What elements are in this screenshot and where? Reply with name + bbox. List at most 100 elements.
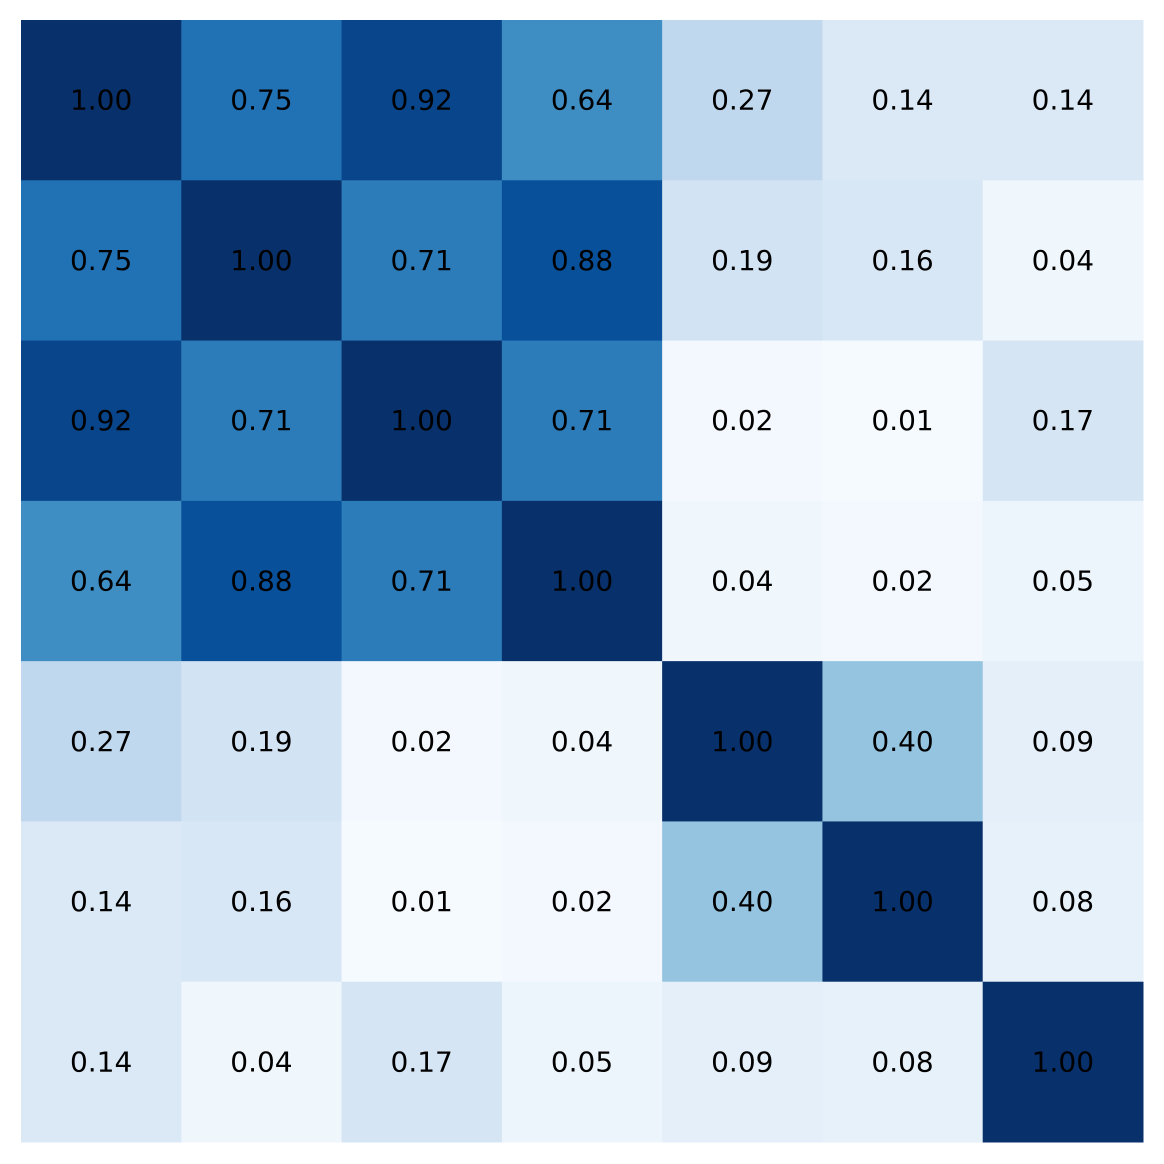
heatmap-cell-label-r1-c2: 0.71 — [391, 244, 453, 277]
heatmap-cell-label-r0-c3: 0.64 — [551, 84, 613, 117]
heatmap-cell-label-r6-c2: 0.17 — [391, 1045, 453, 1078]
heatmap-cell-r2-c2 — [341, 340, 503, 502]
heatmap-cell-r1-c6 — [982, 180, 1144, 342]
heatmap-cell-r5-c0 — [21, 821, 182, 983]
heatmap-cell-r6-c1 — [181, 981, 343, 1143]
heatmap-cell-label-r1-c1: 1.00 — [230, 244, 292, 277]
heatmap-cell-label-r4-c6: 0.09 — [1032, 725, 1094, 758]
heatmap-cell-label-r1-c5: 0.16 — [871, 244, 933, 277]
heatmap-cell-r1-c5 — [822, 180, 984, 342]
heatmap-cell-r1-c3 — [501, 180, 663, 342]
heatmap-cell-label-r6-c4: 0.09 — [711, 1045, 773, 1078]
heatmap-cell-label-r2-c2: 1.00 — [391, 404, 453, 437]
heatmap-cell-r3-c5 — [822, 500, 984, 662]
heatmap-cell-label-r2-c1: 0.71 — [230, 404, 292, 437]
heatmap-cell-r1-c4 — [662, 180, 823, 342]
heatmap-cell-r5-c2 — [341, 821, 503, 983]
heatmap-cell-r5-c1 — [181, 821, 343, 983]
heatmap-cell-r4-c1 — [181, 661, 343, 822]
heatmap-cell-label-r6-c1: 0.04 — [230, 1045, 292, 1078]
heatmap-cell-r4-c5 — [822, 661, 984, 822]
heatmap-cell-label-r2-c4: 0.02 — [711, 404, 773, 437]
heatmap-cell-r5-c6 — [982, 821, 1144, 983]
heatmap-cell-label-r0-c5: 0.14 — [871, 84, 933, 117]
heatmap-cell-label-r6-c3: 0.05 — [551, 1045, 613, 1078]
heatmap-cell-r6-c6 — [982, 981, 1144, 1143]
heatmap-cell-label-r6-c6: 1.00 — [1032, 1045, 1094, 1078]
heatmap-cell-r0-c6 — [982, 20, 1144, 181]
heatmap-cell-label-r0-c2: 0.92 — [391, 84, 453, 117]
heatmap-cell-r6-c0 — [21, 981, 182, 1143]
heatmap-cell-r3-c2 — [341, 500, 503, 662]
heatmap-cell-label-r5-c5: 1.00 — [871, 885, 933, 918]
heatmap-cell-r2-c5 — [822, 340, 984, 502]
heatmap-cell-label-r3-c4: 0.04 — [711, 565, 773, 598]
heatmap-cell-r4-c2 — [341, 661, 503, 822]
heatmap-cell-r2-c4 — [662, 340, 823, 502]
heatmap-cell-r2-c0 — [21, 340, 182, 502]
heatmap-cell-r1-c2 — [341, 180, 503, 342]
heatmap-cell-labels: 1.00 0.75 0.92 0.64 0.27 0.14 0.14 0.75 1.00 0.71… — [70, 84, 1094, 1079]
heatmap-cell-r3-c4 — [662, 500, 823, 662]
heatmap-cell-label-r1-c0: 0.75 — [70, 244, 132, 277]
heatmap-cell-label-r4-c2: 0.02 — [391, 725, 453, 758]
heatmap-cell-label-r1-c4: 0.19 — [711, 244, 773, 277]
heatmap-cells — [21, 20, 1144, 1143]
heatmap-cell-label-r5-c4: 0.40 — [711, 885, 773, 918]
heatmap-cell-r0-c5 — [822, 20, 984, 181]
heatmap-cell-label-r3-c1: 0.88 — [230, 565, 292, 598]
heatmap-cell-label-r2-c6: 0.17 — [1032, 404, 1094, 437]
heatmap-cell-label-r3-c3: 1.00 — [551, 565, 613, 598]
heatmap-cell-r5-c4 — [662, 821, 823, 983]
heatmap-cell-r5-c3 — [501, 821, 663, 983]
heatmap-cell-label-r3-c0: 0.64 — [70, 565, 132, 598]
heatmap-cell-label-r0-c1: 0.75 — [230, 84, 292, 117]
heatmap-cell-label-r5-c0: 0.14 — [70, 885, 132, 918]
heatmap-cell-r0-c4 — [662, 20, 823, 181]
heatmap-cell-label-r4-c5: 0.40 — [871, 725, 933, 758]
heatmap-cell-r5-c5 — [822, 821, 984, 983]
heatmap-cell-r4-c4 — [662, 661, 823, 822]
heatmap-cell-label-r5-c3: 0.02 — [551, 885, 613, 918]
heatmap-cell-r3-c6 — [982, 500, 1144, 662]
heatmap-cell-label-r1-c6: 0.04 — [1032, 244, 1094, 277]
heatmap-cell-label-r5-c2: 0.01 — [391, 885, 453, 918]
heatmap-cell-r6-c4 — [662, 981, 823, 1143]
heatmap-cell-label-r3-c5: 0.02 — [871, 565, 933, 598]
heatmap-cell-label-r5-c6: 0.08 — [1032, 885, 1094, 918]
heatmap-cell-label-r2-c3: 0.71 — [551, 404, 613, 437]
heatmap-cell-r2-c6 — [982, 340, 1144, 502]
heatmap-cell-label-r0-c0: 1.00 — [70, 84, 132, 117]
heatmap-cell-label-r6-c0: 0.14 — [70, 1045, 132, 1078]
heatmap-cell-label-r4-c0: 0.27 — [70, 725, 132, 758]
heatmap-cell-r4-c0 — [21, 661, 182, 822]
heatmap-cell-r6-c2 — [341, 981, 503, 1143]
heatmap-cell-r0-c2 — [341, 20, 503, 181]
heatmap-cell-label-r6-c5: 0.08 — [871, 1045, 933, 1078]
heatmap-cell-r6-c5 — [822, 981, 984, 1143]
heatmap-cell-label-r3-c2: 0.71 — [391, 565, 453, 598]
heatmap-cell-label-r2-c5: 0.01 — [871, 404, 933, 437]
heatmap-cell-label-r4-c4: 1.00 — [711, 725, 773, 758]
heatmap-cell-label-r3-c6: 0.05 — [1032, 565, 1094, 598]
heatmap-cell-r3-c3 — [501, 500, 663, 662]
heatmap-cell-label-r5-c1: 0.16 — [230, 885, 292, 918]
heatmap-cell-r2-c1 — [181, 340, 343, 502]
heatmap-cell-r1-c0 — [21, 180, 182, 342]
heatmap-cell-label-r0-c4: 0.27 — [711, 84, 773, 117]
heatmap-cell-r0-c3 — [501, 20, 663, 181]
heatmap-cell-label-r4-c3: 0.04 — [551, 725, 613, 758]
heatmap-cell-label-r2-c0: 0.92 — [70, 404, 132, 437]
heatmap-cell-r4-c3 — [501, 661, 663, 822]
heatmap-cell-r1-c1 — [181, 180, 343, 342]
heatmap-cell-r6-c3 — [501, 981, 663, 1143]
heatmap-cell-r0-c0 — [21, 20, 182, 181]
heatmap-cell-label-r1-c3: 0.88 — [551, 244, 613, 277]
heatmap-cell-r3-c0 — [21, 500, 182, 662]
heatmap-cell-r2-c3 — [501, 340, 663, 502]
heatmap-cell-label-r4-c1: 0.19 — [230, 725, 292, 758]
heatmap-cell-r4-c6 — [982, 661, 1144, 822]
heatmap-cell-r3-c1 — [181, 500, 343, 662]
heatmap-cell-r0-c1 — [181, 20, 343, 181]
